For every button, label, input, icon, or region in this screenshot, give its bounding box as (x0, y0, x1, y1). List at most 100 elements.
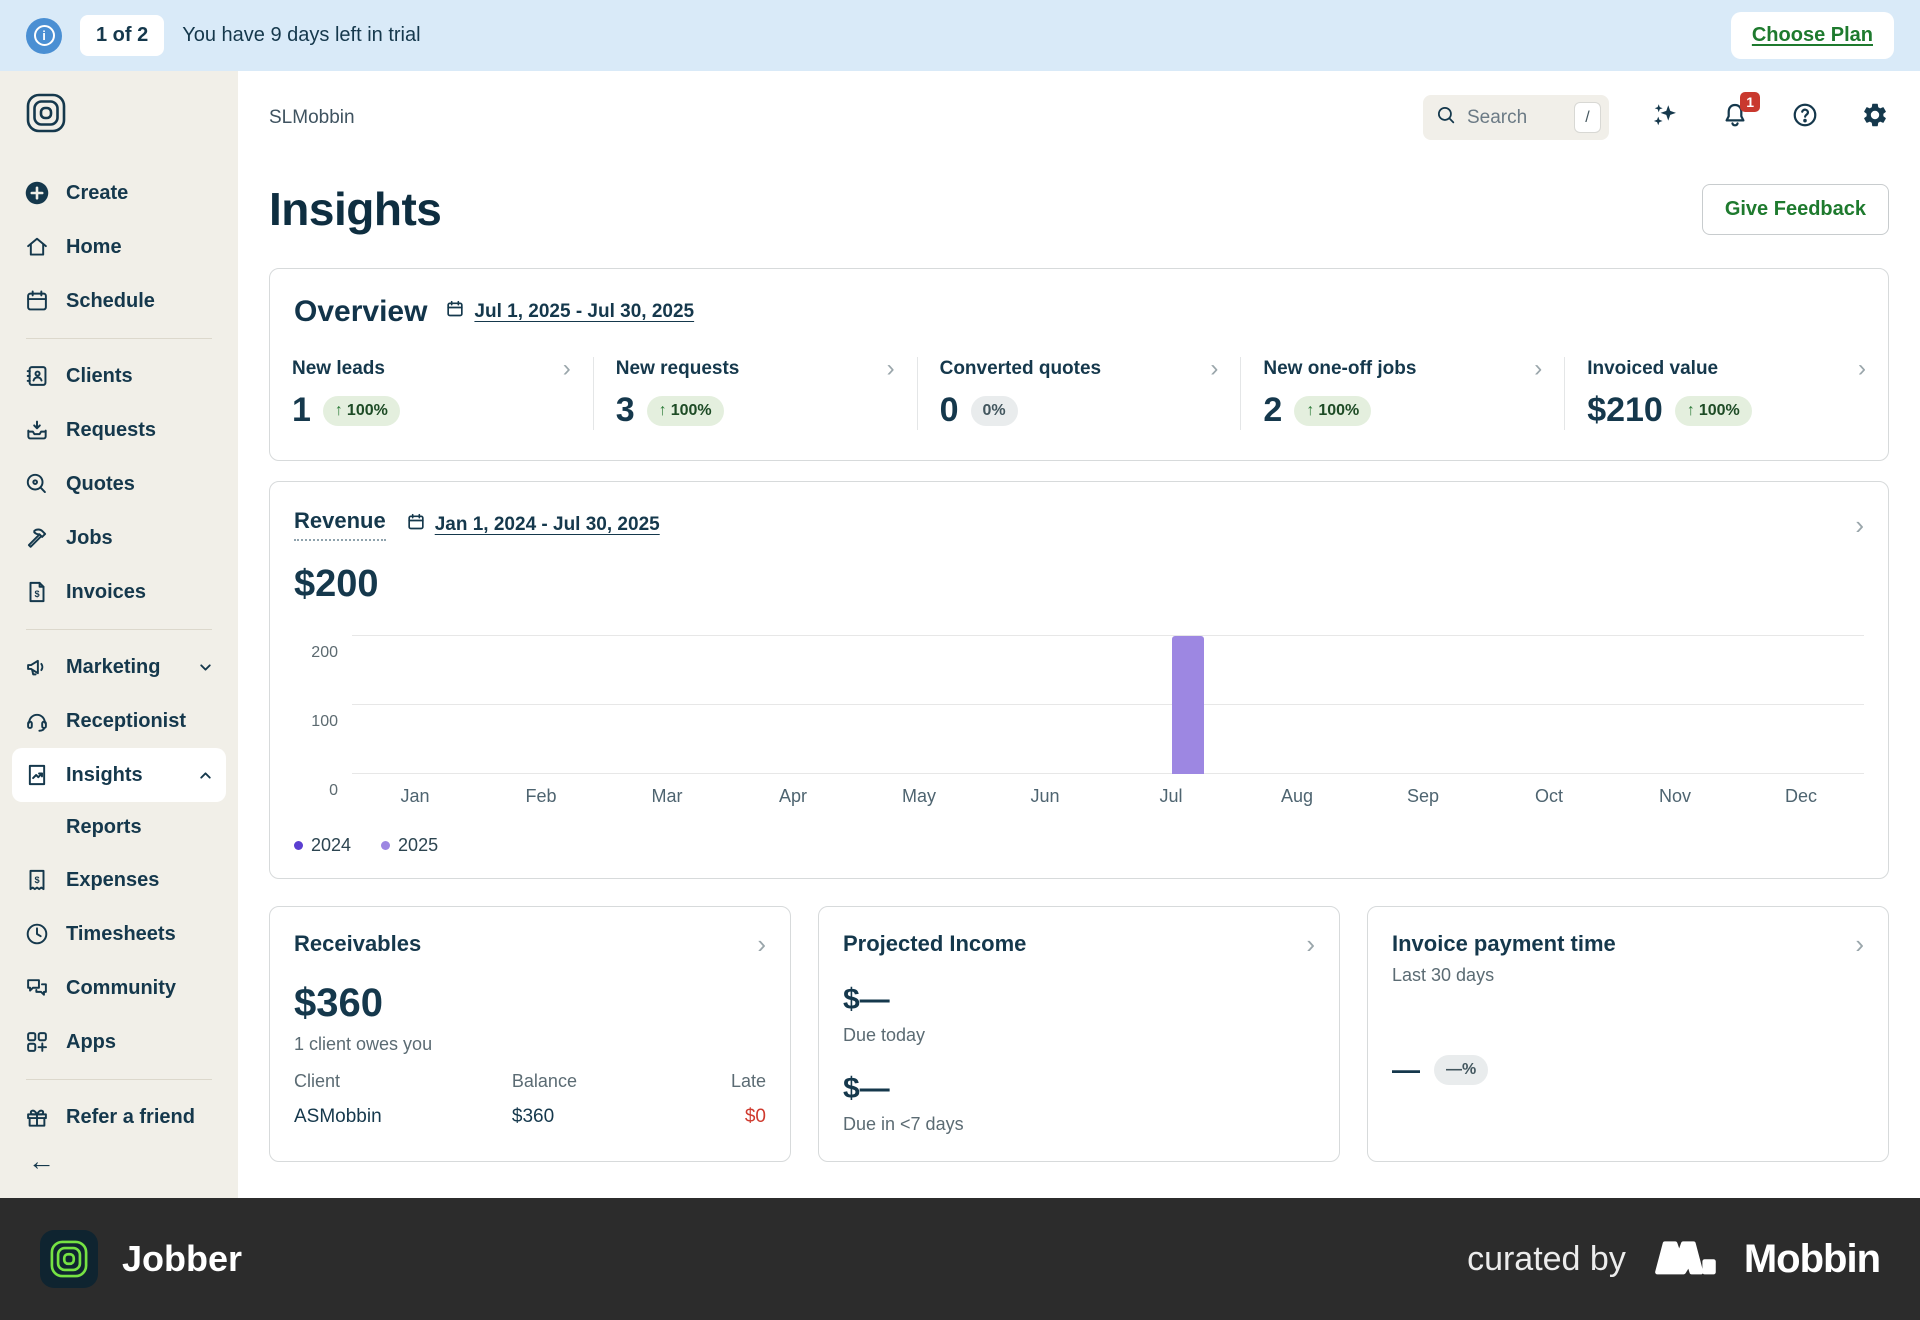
invoice-payment-time-badge: —% (1434, 1055, 1489, 1085)
receivables-chevron-icon[interactable]: › (757, 929, 766, 959)
stat-converted-quotes[interactable]: Converted quotes › 0 0% (916, 355, 1241, 430)
choose-plan-button[interactable]: Choose Plan (1730, 12, 1894, 59)
bar-slot (1045, 636, 1078, 774)
sidebar-item-expenses[interactable]: $ Expenses (12, 853, 226, 907)
invoice-payment-time-chevron-icon[interactable]: › (1855, 929, 1864, 959)
stat-new-leads[interactable]: New leads › 1 ↑ 100% (270, 357, 593, 430)
projected-income-value: $— (843, 1072, 890, 1105)
bar-slot (1675, 636, 1708, 774)
svg-text:$: $ (34, 875, 39, 885)
stat-new-requests[interactable]: New requests › 3 ↑ 100% (592, 355, 917, 430)
search-input[interactable]: Search / (1423, 95, 1609, 140)
trial-step-counter: 1 of 2 (80, 15, 165, 56)
up-arrow-icon: ↑ (1306, 401, 1315, 419)
sidebar-item-label: Reports (66, 816, 142, 838)
client-cell: ASMobbin (294, 1106, 382, 1127)
sidebar: Create Home Schedule Clients Requests Quotes J… (0, 71, 238, 1198)
sidebar-item-receptionist[interactable]: Receptionist (12, 694, 226, 748)
chart-gridline: 100 (311, 704, 1864, 730)
stat-value: 0 (939, 391, 959, 429)
sidebar-item-reports[interactable]: Reports (12, 802, 226, 853)
stat-change-badge: 0% (970, 395, 1018, 426)
late-cell: $0 (744, 1106, 766, 1127)
bar-group-may (856, 636, 982, 774)
info-icon: i (26, 17, 62, 54)
bar-slot (1264, 636, 1297, 774)
sidebar-item-label: Clients (66, 364, 133, 387)
tape-measure-icon (24, 471, 50, 497)
revenue-detail-chevron-icon[interactable]: › (1855, 509, 1864, 540)
sidebar-item-label: Create (66, 181, 129, 204)
legend-item-2024[interactable]: 2024 (294, 835, 351, 856)
x-axis-label-feb: Feb (525, 786, 557, 806)
main-content: SLMobbin Search / (238, 71, 1920, 1198)
sidebar-item-home[interactable]: Home (12, 220, 226, 274)
chevron-right-icon: › (1210, 355, 1219, 382)
notification-badge: 1 (1740, 92, 1760, 112)
sidebar-item-schedule[interactable]: Schedule (12, 274, 226, 328)
sidebar-item-marketing[interactable]: Marketing (12, 640, 226, 694)
x-axis-label-jan: Jan (400, 786, 430, 806)
legend-item-2025[interactable]: 2025 (381, 835, 438, 856)
sidebar-divider (26, 629, 212, 630)
sidebar-item-invoices[interactable]: $ Invoices (12, 565, 226, 619)
bar-slot (1801, 636, 1834, 774)
projected-income-card: Projected Income › $— Due today $— Due in <… (818, 906, 1340, 1162)
stat-new-one-off-jobs[interactable]: New one-off jobs › 2 ↑ 100% (1240, 357, 1564, 430)
bar-2025-jul[interactable] (1171, 636, 1204, 774)
revenue-title[interactable]: Revenue (294, 508, 386, 541)
chart-gridline: 0 (329, 773, 1864, 799)
projected-income-label: Due in <7 days (843, 1114, 964, 1134)
bar-slot (1549, 636, 1582, 774)
sidebar-item-requests[interactable]: Requests (12, 403, 226, 457)
ai-assistant-button[interactable] (1651, 101, 1679, 134)
balance-cell: $360 (511, 1106, 555, 1127)
stat-change-badge: ↑ 100% (1294, 395, 1372, 426)
bar-slot (760, 636, 793, 774)
up-arrow-icon: ↑ (658, 401, 667, 419)
stat-invoiced-value[interactable]: Invoiced value › $210 ↑ 100% (1564, 357, 1888, 430)
search-icon (1435, 104, 1457, 131)
chat-bubbles-icon (24, 975, 50, 1001)
bar-group-sep (1360, 636, 1486, 774)
sidebar-item-clients[interactable]: Clients (12, 349, 226, 403)
bar-slot (793, 636, 826, 774)
settings-button[interactable] (1861, 101, 1889, 134)
sidebar-item-jobs[interactable]: Jobs (12, 511, 226, 565)
projected-income-chevron-icon[interactable]: › (1306, 929, 1315, 959)
sidebar-item-label: Jobs (66, 526, 113, 549)
revenue-date-range: Jan 1, 2024 - Jul 30, 2025 (434, 513, 660, 535)
column-header-balance: Balance (511, 1071, 577, 1091)
sidebar-item-apps[interactable]: Apps (12, 1015, 226, 1069)
sidebar-item-timesheets[interactable]: Timesheets (12, 907, 226, 961)
bar-slot (919, 636, 952, 774)
revenue-date-range-link[interactable]: Jan 1, 2024 - Jul 30, 2025 (406, 512, 660, 538)
projected-income-label: Due today (843, 1025, 926, 1045)
sidebar-item-label: Marketing (66, 655, 161, 678)
legend-label: 2024 (311, 835, 352, 855)
sidebar-item-label: Home (66, 235, 122, 258)
projected-income-title: Projected Income (843, 931, 1027, 956)
sidebar-item-refer-a-friend[interactable]: Refer a friend (12, 1090, 226, 1136)
collapse-sidebar-button[interactable]: ← (0, 1136, 238, 1198)
plus-circle-icon (24, 180, 50, 206)
overview-date-range-link[interactable]: Jul 1, 2025 - Jul 30, 2025 (445, 299, 694, 325)
bar-slot (667, 636, 700, 774)
sidebar-item-create[interactable]: Create (12, 166, 226, 220)
chevron-up-icon (197, 767, 214, 784)
sidebar-item-quotes[interactable]: Quotes (12, 457, 226, 511)
bar-slot (886, 636, 919, 774)
notifications-button[interactable]: 1 (1721, 92, 1760, 134)
give-feedback-button[interactable]: Give Feedback (1701, 183, 1889, 235)
jobber-logo-icon (26, 93, 238, 138)
chevron-right-icon: › (886, 355, 895, 382)
table-row[interactable]: ASMobbin $360 $0 (294, 1106, 766, 1128)
legend-dot-icon (294, 841, 303, 850)
x-axis-label-nov: Nov (1658, 786, 1691, 806)
help-button[interactable] (1791, 101, 1819, 134)
overview-card: Overview Jul 1, 2025 - Jul 30, 2025 New … (269, 268, 1889, 461)
sidebar-item-insights[interactable]: Insights (12, 748, 226, 802)
address-book-icon (24, 363, 50, 389)
stat-label: New leads (292, 358, 385, 379)
sidebar-item-community[interactable]: Community (12, 961, 226, 1015)
